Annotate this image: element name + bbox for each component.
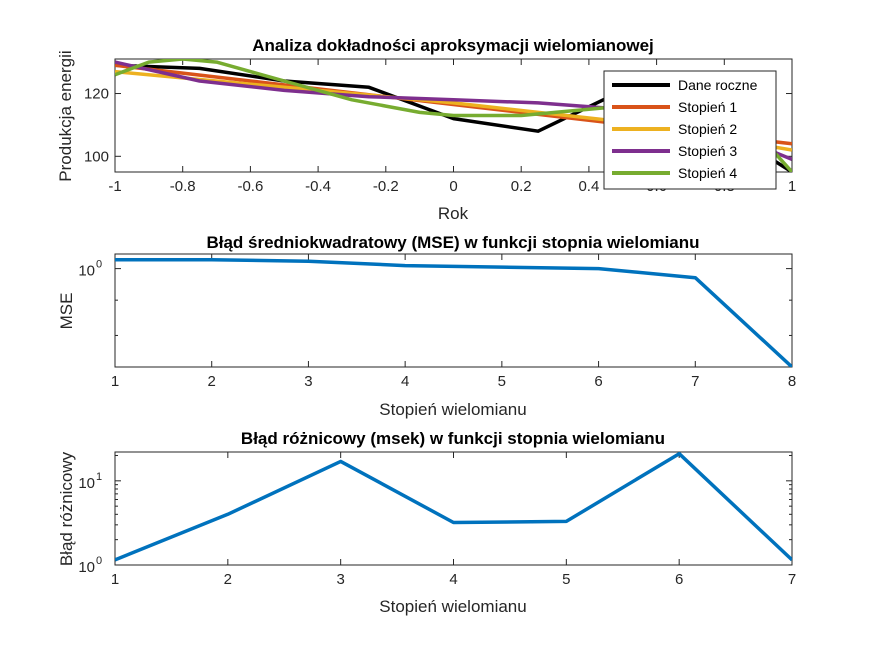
- legend-label-dane-roczne: Dane roczne: [678, 77, 758, 93]
- chart2-x-label: Stopień wielomianu: [379, 400, 526, 419]
- chart2-title: Błąd średniokwadratowy (MSE) w funkcji s…: [206, 233, 699, 252]
- legend-label-stopien-3: Stopień 3: [678, 143, 737, 159]
- x-tick-label: 1: [111, 373, 119, 390]
- y-tick-label: 120: [84, 86, 109, 103]
- chart3-series: [115, 452, 792, 562]
- x-tick-label: 7: [788, 571, 796, 588]
- chart1-title: Analiza dokładności aproksymacji wielomi…: [252, 36, 654, 55]
- series-line-0: [115, 452, 792, 562]
- chart2-axes: [114, 253, 793, 368]
- chart3-axes: [114, 451, 793, 566]
- x-tick-label: 6: [594, 373, 602, 390]
- x-tick-label: -1: [108, 178, 121, 195]
- x-tick-label: 7: [691, 373, 699, 390]
- chart2-y-label: MSE: [57, 293, 76, 330]
- chart1-y-ticks: 100 120: [84, 86, 792, 165]
- legend-label-stopien-4: Stopień 4: [678, 165, 737, 181]
- legend-label-stopien-2: Stopień 2: [678, 121, 737, 137]
- x-tick-label: 1: [788, 178, 796, 195]
- x-tick-label: 4: [449, 571, 457, 588]
- chart2-y-ticks: 10 0: [78, 259, 792, 336]
- y-tick-label-base: 10: [78, 559, 95, 576]
- x-tick-label: 5: [562, 571, 570, 588]
- y-tick-label: 100: [84, 148, 109, 165]
- x-tick-label: -0.2: [373, 178, 399, 195]
- x-tick-label: -0.6: [237, 178, 263, 195]
- x-tick-label: 1: [111, 571, 119, 588]
- chart2-x-ticks: 1 2 3 4 5 6 7 8: [111, 254, 796, 390]
- x-tick-label: 6: [675, 571, 683, 588]
- x-tick-label: 5: [498, 373, 506, 390]
- chart1-y-label: Produkcja energii: [56, 50, 75, 181]
- x-tick-label: 8: [788, 373, 796, 390]
- chart3-x-label: Stopień wielomianu: [379, 597, 526, 616]
- y-tick-label-base: 10: [78, 263, 95, 280]
- legend-label-stopien-1: Stopień 1: [678, 99, 737, 115]
- x-tick-label: 2: [224, 571, 232, 588]
- chart3-title: Błąd różnicowy (msek) w funkcji stopnia …: [241, 429, 665, 448]
- chart1-legend: Dane roczne Stopień 1 Stopień 2 Stopień …: [603, 70, 777, 190]
- chart-mse: Błąd średniokwadratowy (MSE) w funkcji s…: [57, 233, 796, 419]
- chart2-series: [115, 258, 792, 367]
- x-tick-label: 3: [336, 571, 344, 588]
- y-tick-label-exp: 0: [96, 259, 102, 271]
- x-tick-label: 0.2: [511, 178, 532, 195]
- y-tick-label-base: 10: [78, 475, 95, 492]
- chart3-x-ticks: 1 2 3 4 5 6 7: [111, 452, 796, 588]
- chart1-x-label: Rok: [438, 204, 469, 223]
- x-tick-label: -0.4: [305, 178, 331, 195]
- y-tick-label-exp: 1: [96, 471, 102, 483]
- chart-energy-approximation: Analiza dokładności aproksymacji wielomi…: [56, 36, 796, 223]
- chart3-y-label: Błąd różnicowy: [57, 451, 76, 566]
- x-tick-label: 0.4: [578, 178, 599, 195]
- y-tick-label-exp: 0: [96, 555, 102, 567]
- chart-diff-error: Błąd różnicowy (msek) w funkcji stopnia …: [57, 429, 796, 616]
- x-tick-label: 3: [304, 373, 312, 390]
- series-line-0: [115, 258, 792, 367]
- x-tick-label: 2: [208, 373, 216, 390]
- x-tick-label: 0: [449, 178, 457, 195]
- x-tick-label: 4: [401, 373, 409, 390]
- x-tick-label: -0.8: [170, 178, 196, 195]
